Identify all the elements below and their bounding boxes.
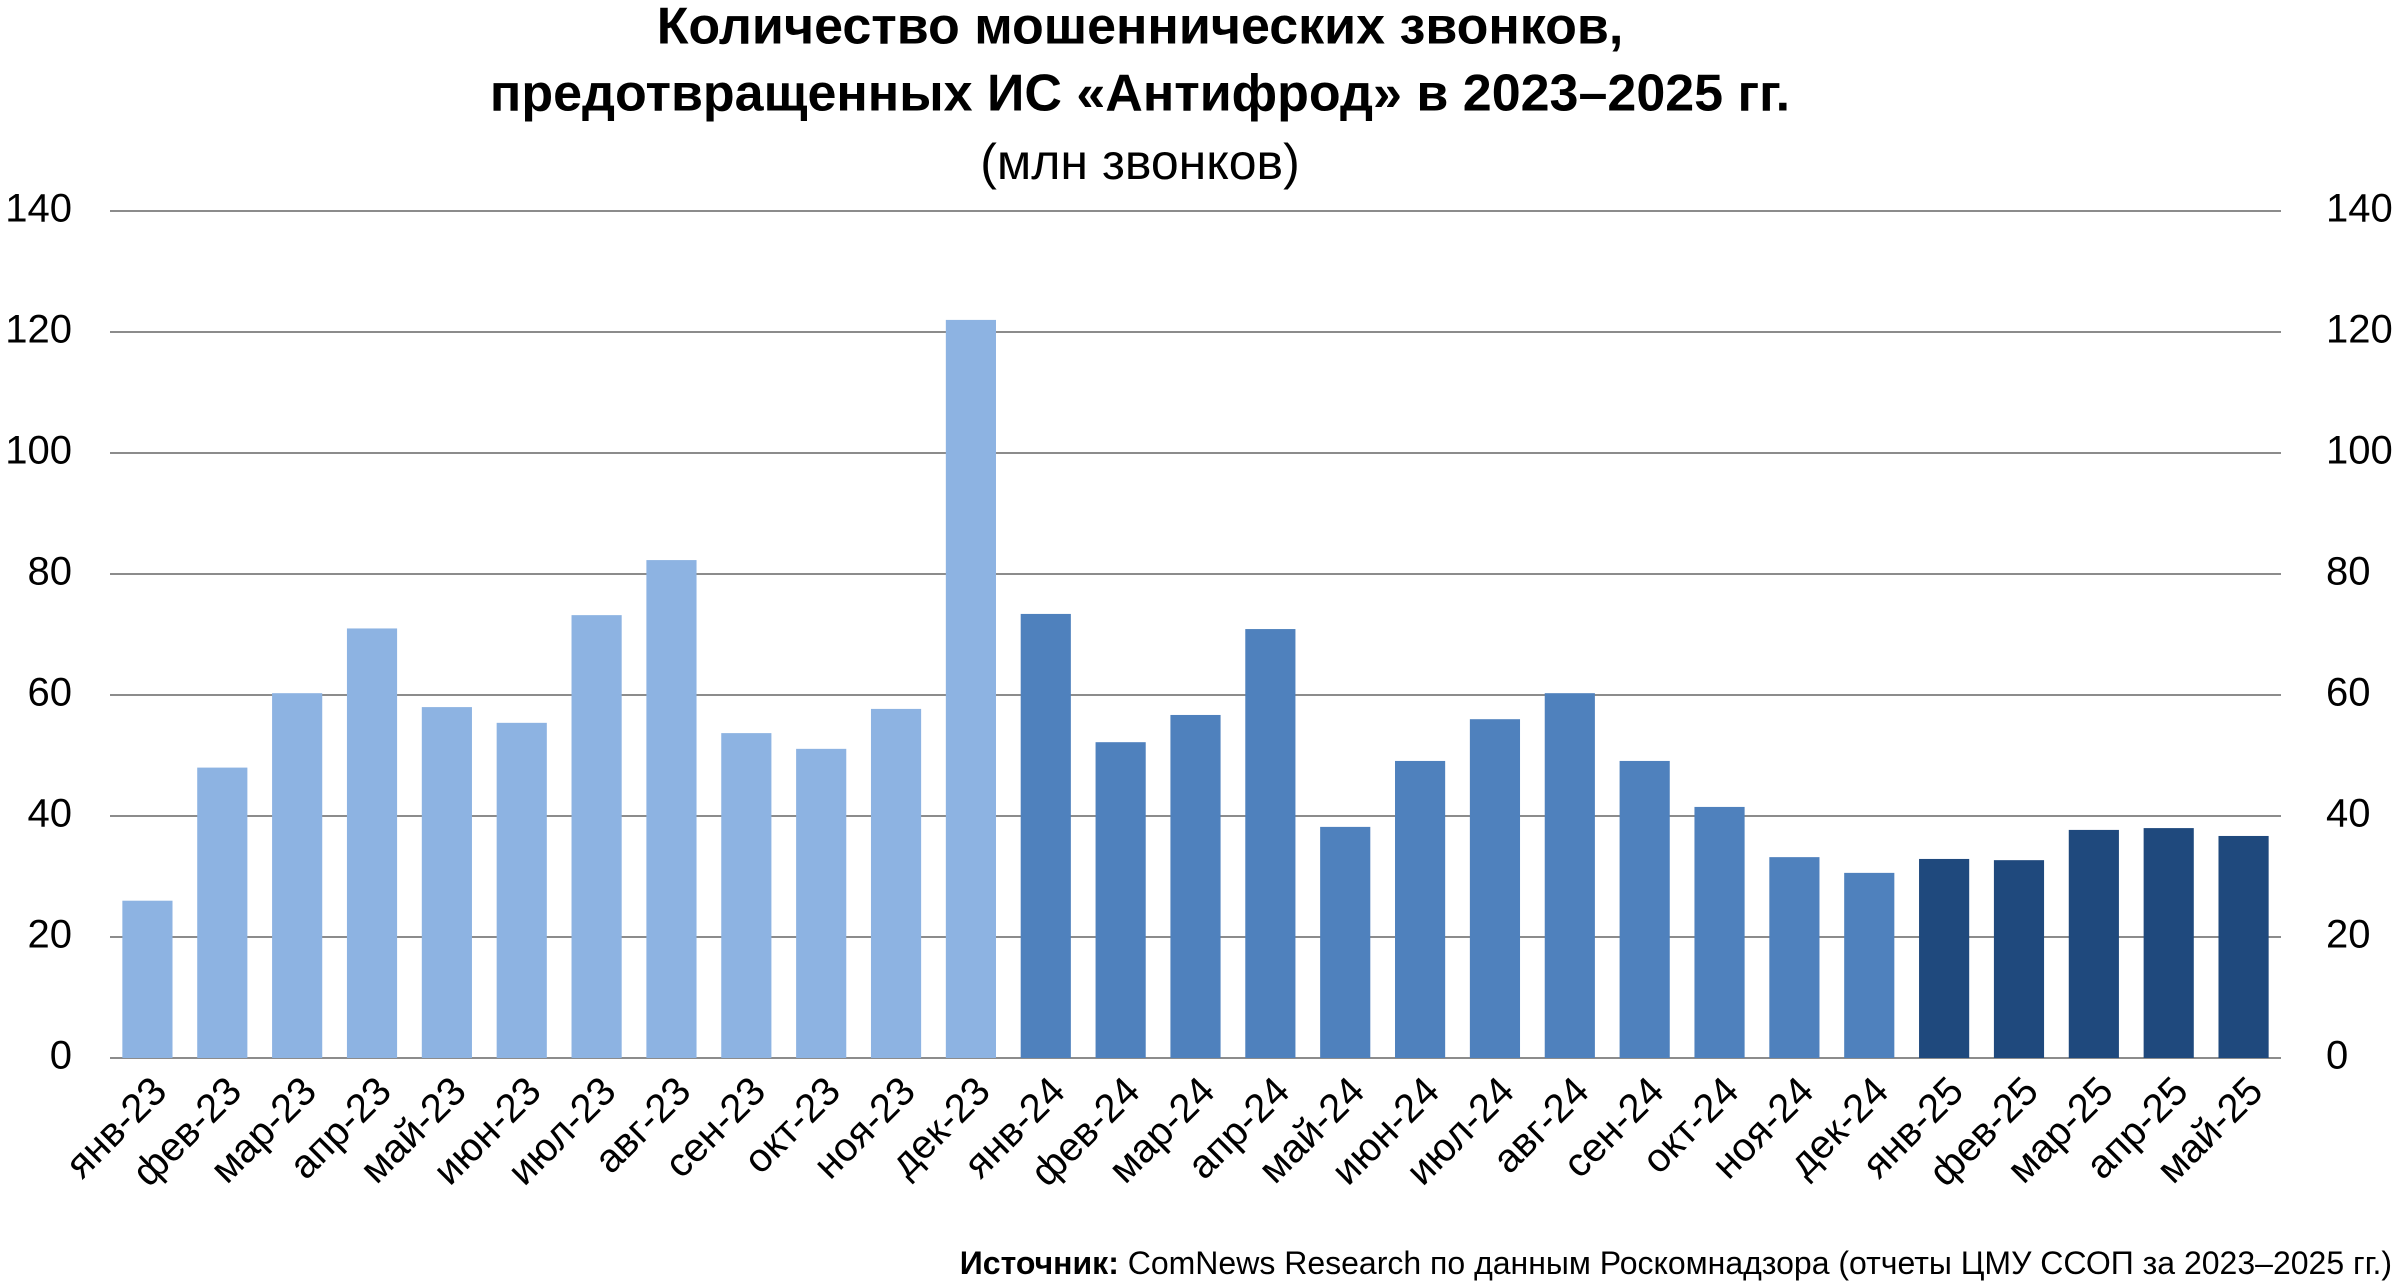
y-tick-label: 80 xyxy=(28,550,73,594)
source: Источник: ComNews Research по данным Рос… xyxy=(960,1245,2392,1281)
bar xyxy=(796,748,847,1058)
y2-tick-label: 20 xyxy=(2326,913,2371,957)
bar xyxy=(1095,742,1146,1058)
bar xyxy=(2068,829,2119,1058)
y2-tick-label: 40 xyxy=(2326,792,2371,836)
source-text: ComNews Research по данным Роскомнадзора… xyxy=(1128,1245,2392,1281)
y-tick-label: 40 xyxy=(28,792,73,836)
y-tick-label: 0 xyxy=(50,1034,72,1078)
bar xyxy=(421,707,472,1058)
bar xyxy=(571,615,622,1058)
y2-tick-label: 120 xyxy=(2326,308,2393,352)
bar xyxy=(1694,806,1745,1058)
bar xyxy=(1245,629,1296,1058)
bar xyxy=(1844,872,1895,1058)
y-tick-label: 20 xyxy=(28,913,73,957)
bar xyxy=(870,708,922,1058)
bar xyxy=(2218,835,2269,1058)
y2-tick-label: 140 xyxy=(2326,187,2393,231)
y2-tick-label: 0 xyxy=(2326,1034,2348,1078)
bar xyxy=(721,733,772,1058)
y-tick-label: 120 xyxy=(5,308,72,352)
bar xyxy=(496,722,547,1058)
bar xyxy=(646,560,697,1058)
y2-tick-label: 100 xyxy=(2326,429,2393,473)
y2-tick-label: 80 xyxy=(2326,550,2371,594)
bar xyxy=(1544,693,1595,1058)
bar xyxy=(1320,826,1371,1058)
y2-tick-label: 60 xyxy=(2326,671,2371,715)
bar xyxy=(1170,714,1221,1058)
chart-title: предотвращенных ИС «Антифрод» в 2023–202… xyxy=(490,65,1790,123)
bar xyxy=(1395,760,1446,1058)
y-tick-label: 140 xyxy=(5,187,72,231)
bar xyxy=(122,900,173,1058)
bar xyxy=(945,319,996,1058)
y-tick-label: 60 xyxy=(28,671,73,715)
bar xyxy=(1469,719,1521,1058)
chart-subtitle: (млн звонков) xyxy=(980,134,1300,190)
bar xyxy=(1769,857,1820,1058)
bar xyxy=(197,767,248,1058)
y-tick-label: 100 xyxy=(5,429,72,473)
bar xyxy=(1020,613,1071,1058)
source-label: Источник: xyxy=(960,1245,1119,1281)
bar xyxy=(346,628,398,1058)
bar xyxy=(1993,860,2045,1058)
bar xyxy=(2143,828,2194,1058)
chart-title: Количество мошеннических звонков, xyxy=(657,0,1624,56)
bar xyxy=(272,693,323,1058)
bar xyxy=(1619,760,1670,1058)
bar xyxy=(1919,858,1970,1058)
